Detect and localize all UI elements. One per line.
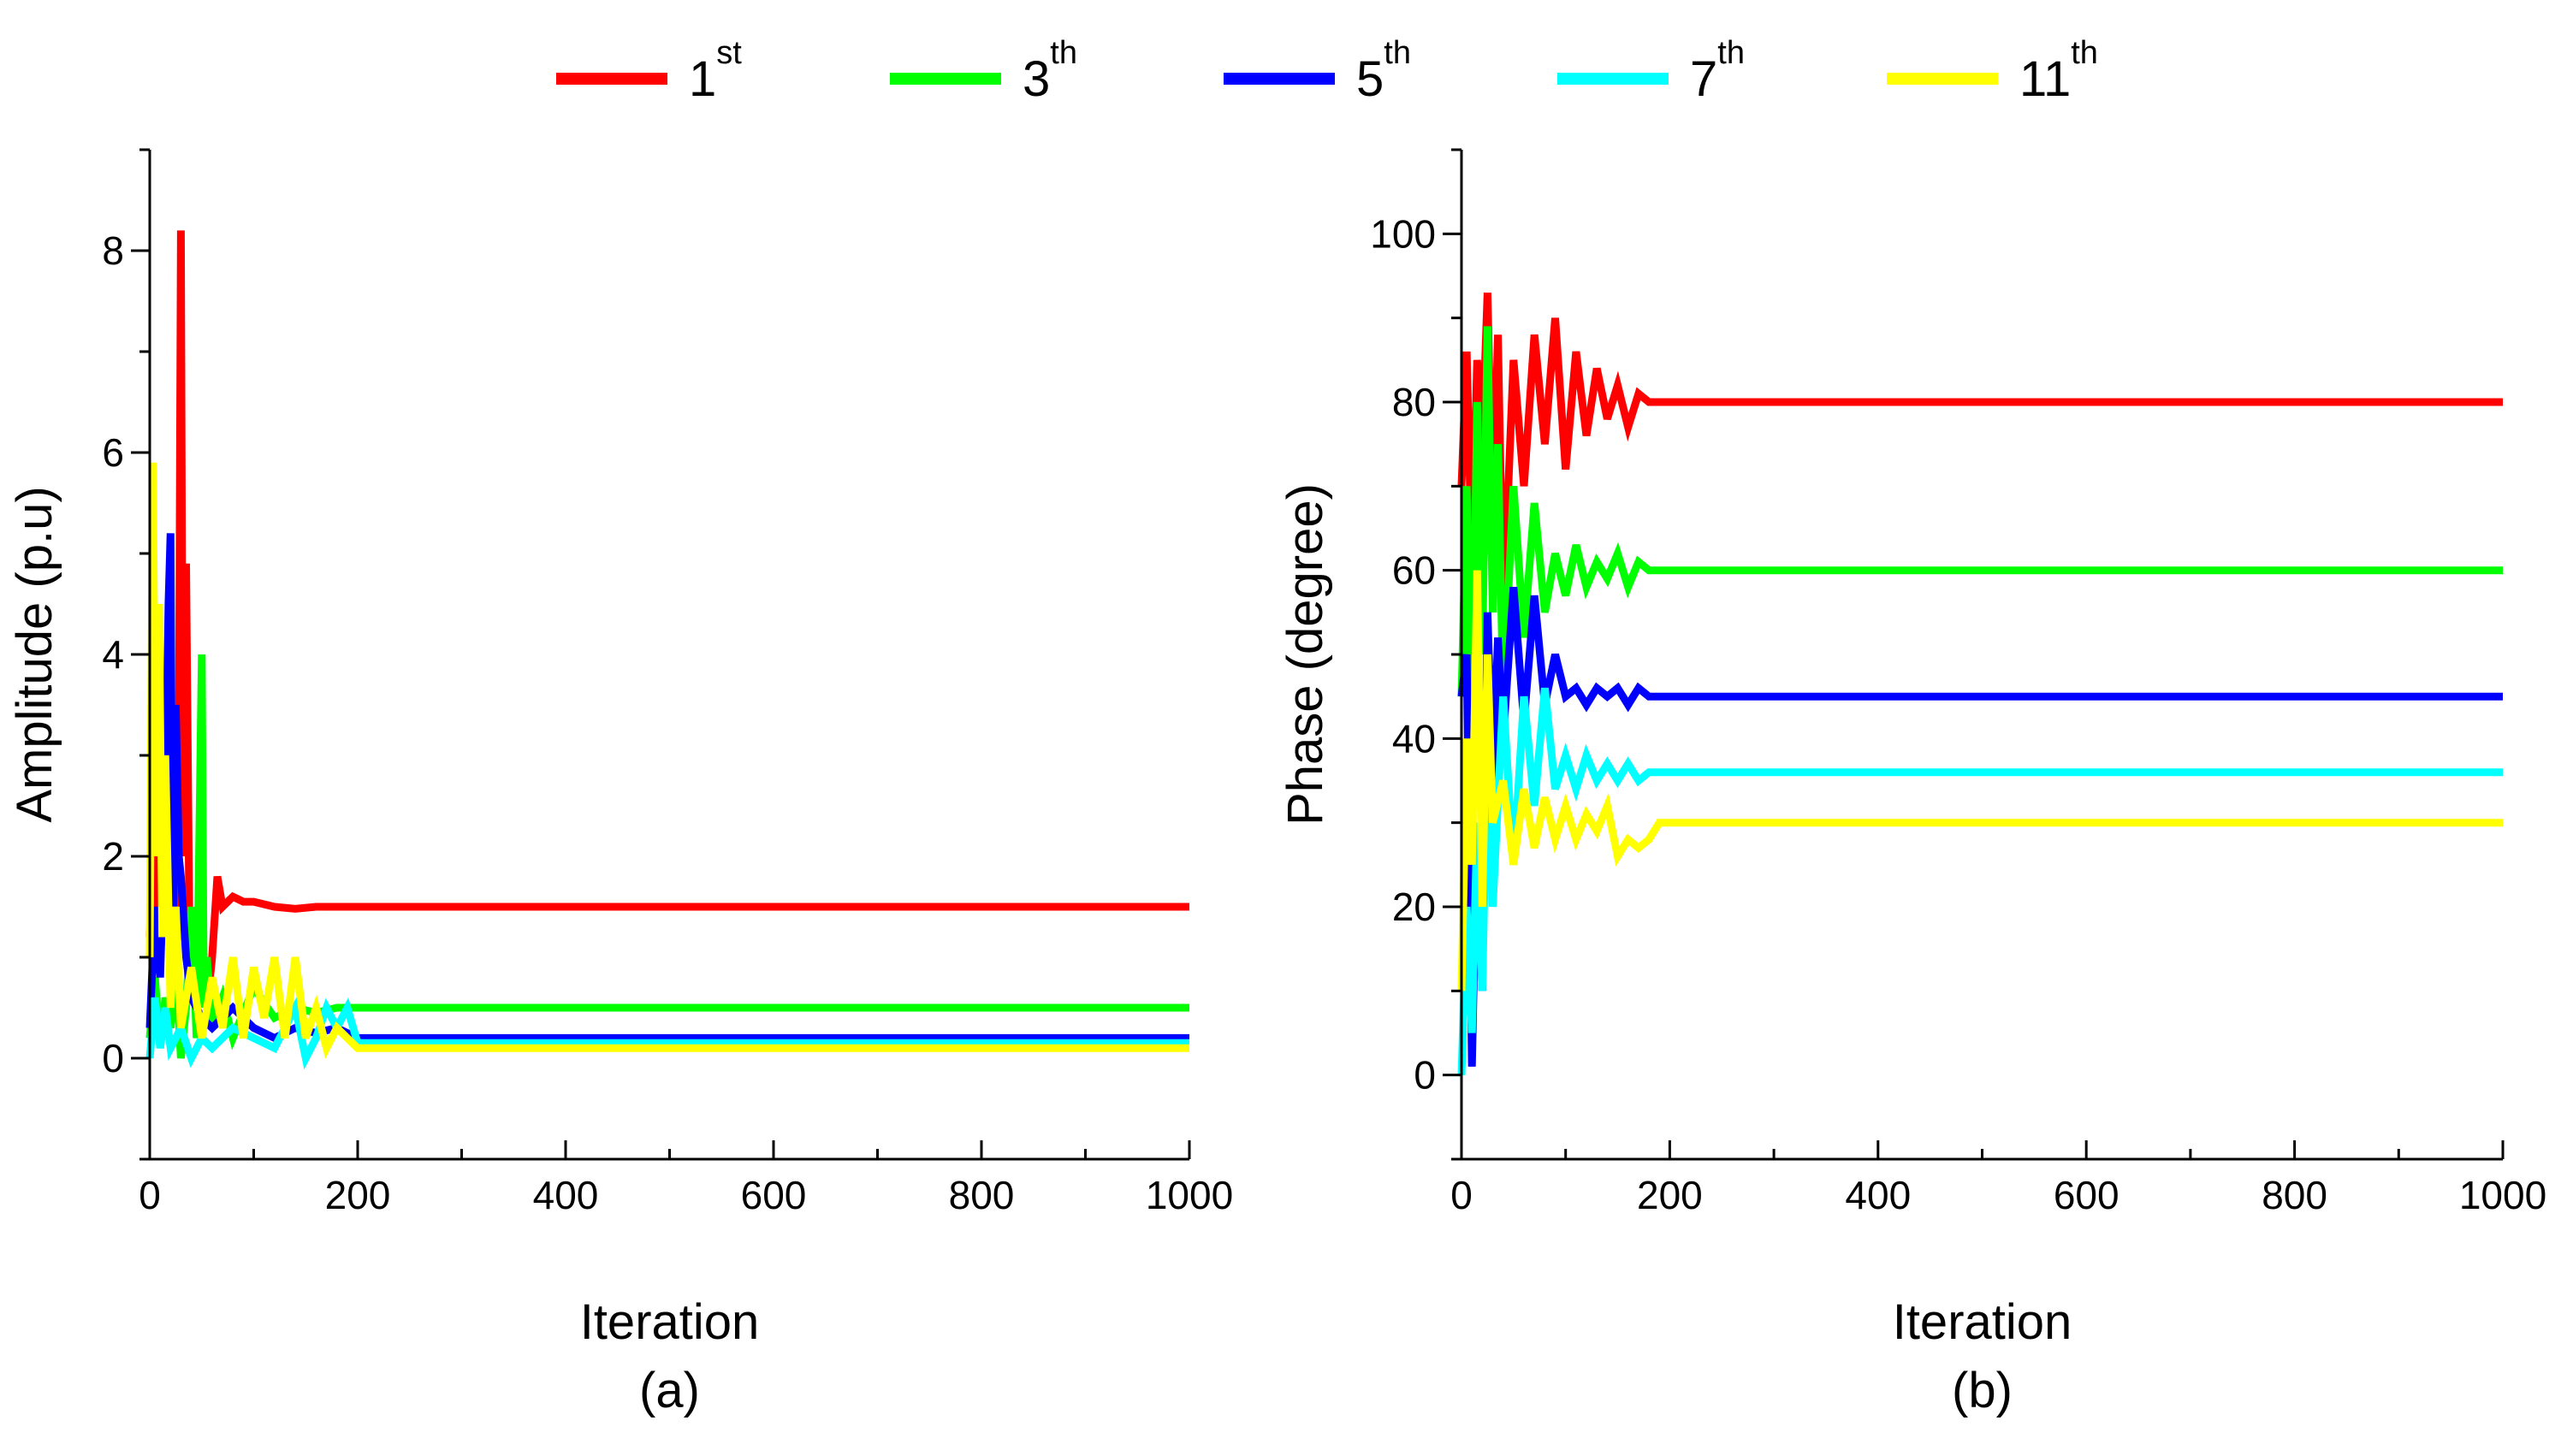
legend-item-5th: 5th (1224, 35, 1411, 107)
amplitude-y-axis-label: Amplitude (p.u) (7, 486, 62, 822)
phase-series-5th-line (1457, 586, 2503, 1067)
legend-item-1st: 1st (556, 35, 742, 107)
amplitude-series-11th-line (145, 462, 1189, 1059)
amplitude-chart: 0 200 400 600 800 1000 0 2 4 6 8 Iteration Amplitude… (7, 148, 1233, 1418)
legend-label: 7th (1690, 35, 1745, 107)
legend-label: 1st (689, 35, 742, 107)
phase-series-11th-line (1457, 570, 2503, 991)
amplitude-x-tick-label: 200 (325, 1173, 391, 1217)
phase-series-3rd-line (1457, 326, 2503, 739)
phase-y-tick-label: 0 (1414, 1053, 1436, 1098)
phase-y-tick-label: 80 (1392, 380, 1436, 424)
phase-y-tick-label: 60 (1392, 548, 1436, 593)
phase-x-tick-label: 1000 (2459, 1173, 2546, 1217)
amplitude-series-1st-line (145, 230, 1189, 1009)
amplitude-x-tick-label: 1000 (1146, 1173, 1233, 1217)
amplitude-x-tick-label: 0 (139, 1173, 161, 1217)
amplitude-series-5th-line (145, 533, 1189, 1043)
phase-y-tick-label: 100 (1370, 211, 1436, 256)
amplitude-y-tick-label: 0 (102, 1036, 124, 1080)
legend-item-7th: 7th (1557, 35, 1745, 107)
amplitude-y-tick-label: 2 (102, 834, 124, 879)
phase-x-tick-label: 0 (1450, 1173, 1473, 1217)
phase-x-tick-label: 400 (1845, 1173, 1911, 1217)
amplitude-series-7th-line (145, 996, 1189, 1070)
amplitude-x-tick-label: 600 (741, 1173, 807, 1217)
legend-item-11th: 11th (1887, 35, 2098, 107)
amplitude-panel-label: (a) (639, 1363, 700, 1418)
phase-chart: 0 200 400 600 800 1000 0 20 40 60 80 100 Iteration Ph… (1278, 148, 2546, 1418)
phase-x-tick-label: 200 (1637, 1173, 1703, 1217)
phase-y-axis-label: Phase (degree) (1278, 483, 1333, 826)
phase-x-tick-label: 800 (2262, 1173, 2327, 1217)
phase-x-axis-label: Iteration (1893, 1294, 2072, 1350)
phase-x-tick-label: 600 (2054, 1173, 2119, 1217)
phase-y-tick-label: 40 (1392, 716, 1436, 761)
legend-label: 3th (1023, 35, 1077, 107)
amplitude-x-tick-label: 800 (949, 1173, 1015, 1217)
amplitude-y-tick-label: 8 (102, 228, 124, 273)
legend-item-3rd: 3th (890, 35, 1077, 107)
legend: 1st 3th 5th 7th 11th (556, 35, 2098, 107)
amplitude-series-3rd-line (145, 654, 1189, 1059)
phase-series-7th-line (1457, 687, 2503, 1075)
amplitude-x-tick-label: 400 (533, 1173, 599, 1217)
amplitude-x-axis-label: Iteration (580, 1294, 760, 1350)
legend-label: 11th (2019, 35, 2098, 107)
amplitude-y-tick-label: 4 (102, 632, 124, 677)
legend-label: 5th (1356, 35, 1411, 107)
amplitude-y-tick-label: 6 (102, 430, 124, 475)
phase-panel-label: (b) (1952, 1363, 2013, 1418)
phase-y-tick-label: 20 (1392, 885, 1436, 929)
